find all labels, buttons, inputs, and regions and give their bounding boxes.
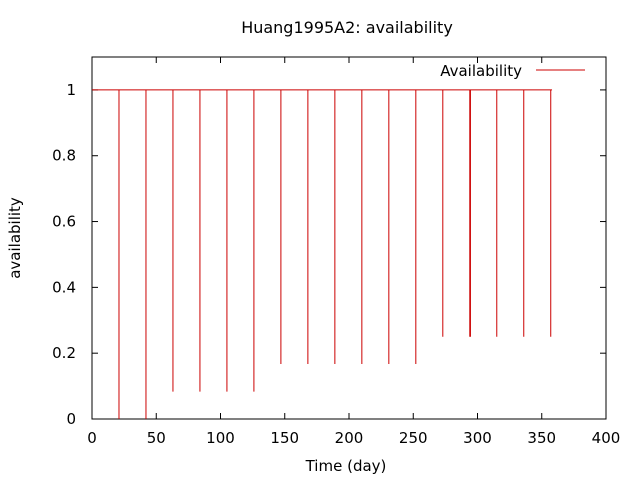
x-tick-label: 100: [206, 429, 235, 447]
y-tick-label: 0: [66, 410, 76, 428]
plot-frame: [91, 56, 607, 420]
plot-area: 0 50 100 150 200 250 300 350 400 0 0.2 0.4 0.6 0.8 1: [52, 56, 621, 447]
chart-title: Huang1995A2: availability: [241, 18, 453, 37]
y-axis-label: availability: [6, 197, 24, 279]
y-tick-label: 0.4: [52, 278, 76, 296]
x-tick-label: 400: [592, 429, 621, 447]
x-axis-label: Time (day): [305, 457, 387, 475]
legend-label-availability: Availability: [440, 62, 522, 80]
y-tick-label: 1: [66, 81, 76, 99]
x-tick-label: 300: [463, 429, 492, 447]
y-tick-label: 0.8: [52, 147, 76, 165]
x-tick-label: 0: [87, 429, 97, 447]
legend: Availability: [440, 62, 585, 80]
x-tick-label: 250: [399, 429, 428, 447]
x-tick-label: 150: [270, 429, 299, 447]
x-tick-label: 350: [527, 429, 556, 447]
y-tick-label: 0.2: [52, 344, 76, 362]
y-tick-label: 0.6: [52, 213, 76, 231]
x-tick-label: 50: [147, 429, 166, 447]
x-tick-label: 200: [335, 429, 364, 447]
